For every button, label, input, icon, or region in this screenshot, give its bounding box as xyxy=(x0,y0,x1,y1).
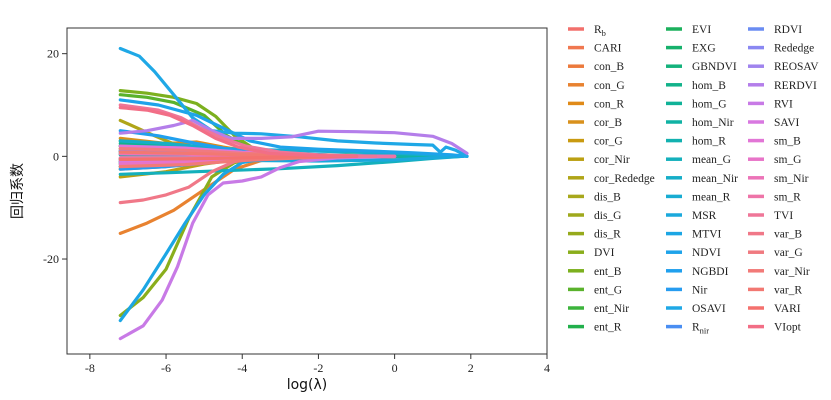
legend-label: ent_R xyxy=(594,322,622,334)
legend-label: Rb xyxy=(594,24,606,38)
legend-label: RVI xyxy=(774,98,793,110)
series-line-RVI xyxy=(118,154,397,341)
legend-label: CARI xyxy=(594,43,622,55)
x-tick-label: -6 xyxy=(161,361,171,375)
legend-label: sm_Nir xyxy=(774,173,809,185)
legend-label: hom_R xyxy=(692,136,726,148)
legend-label: var_G xyxy=(774,247,803,259)
legend-label: cor_B xyxy=(594,117,622,129)
x-tick-label: 4 xyxy=(544,361,550,375)
legend-label: con_G xyxy=(594,80,625,92)
legend-label: SAVI xyxy=(774,117,800,129)
legend-label: ent_Nir xyxy=(594,303,629,315)
legend-label: EXG xyxy=(692,43,716,55)
legend-label: mean_Nir xyxy=(692,173,738,185)
legend-label: sm_R xyxy=(774,191,801,203)
legend-label: con_B xyxy=(594,61,624,73)
legend-label: var_Nir xyxy=(774,266,810,278)
y-axis: -20 0 20 xyxy=(43,47,67,266)
legend-label: Rededge xyxy=(774,43,814,55)
x-tick-label: 2 xyxy=(468,361,474,375)
x-tick-label: -8 xyxy=(85,361,95,375)
x-tick-label: -2 xyxy=(313,361,323,375)
legend-label: ent_G xyxy=(594,284,622,296)
x-tick-label: -4 xyxy=(237,361,247,375)
plot-frame xyxy=(66,27,548,355)
legend-label: dis_G xyxy=(594,210,621,222)
legend-label: RDVI xyxy=(774,24,802,36)
legend-label: NGBDI xyxy=(692,266,729,278)
x-tick-label: 0 xyxy=(392,361,398,375)
y-axis-title: 回归系数 xyxy=(9,163,26,219)
legend-label: MTVI xyxy=(692,229,722,241)
legend: Rb CARI con_B con_G con_R cor_B cor_G cor_Nirco… xyxy=(568,24,819,336)
legend-label: TVI xyxy=(774,210,793,222)
legend-label: var_R xyxy=(774,284,802,296)
series-line-RERDVI xyxy=(118,118,469,155)
legend-label: DVI xyxy=(594,247,615,259)
legend-label: cor_Nir xyxy=(594,154,630,166)
legend-label: var_B xyxy=(774,229,802,241)
legend-label: Rnir xyxy=(692,322,709,336)
plot-lines xyxy=(118,46,469,341)
legend-label: NDVI xyxy=(692,247,721,259)
legend-label: OSAVI xyxy=(692,303,726,315)
legend-label: con_R xyxy=(594,98,624,110)
legend-label: hom_B xyxy=(692,80,726,92)
legend-label: VIopt xyxy=(774,322,802,334)
legend-label: hom_G xyxy=(692,98,727,110)
legend-label: RERDVI xyxy=(774,80,817,92)
legend-label: mean_G xyxy=(692,154,731,166)
y-tick-label: -20 xyxy=(43,252,59,266)
legend-label: GBNDVI xyxy=(692,61,737,73)
legend-label: cor_G xyxy=(594,136,623,148)
x-axis: -8 -6 -4 -2 0 2 4 xyxy=(85,354,550,375)
legend-label: ent_B xyxy=(594,266,622,278)
y-tick-label: 0 xyxy=(53,149,59,163)
legend-label: sm_B xyxy=(774,136,801,148)
legend-label: Nir xyxy=(692,284,708,296)
legend-label: mean_R xyxy=(692,191,731,203)
x-axis-title: log(λ) xyxy=(287,377,328,393)
legend-label: cor_Rededge xyxy=(594,173,655,185)
legend-label: REOSAV xyxy=(774,61,819,73)
series-line-VIopt xyxy=(118,106,359,158)
series-line-NDVI xyxy=(118,98,469,158)
legend-label: dis_B xyxy=(594,191,621,203)
legend-label: VARI xyxy=(774,303,801,315)
series-line-DVI xyxy=(118,154,301,318)
legend-label: EVI xyxy=(692,24,711,36)
legend-label: MSR xyxy=(692,210,717,222)
legend-label: sm_G xyxy=(774,154,801,166)
legend-label: dis_R xyxy=(594,229,621,241)
legend-label: hom_Nir xyxy=(692,117,734,129)
y-tick-label: 20 xyxy=(47,47,59,61)
